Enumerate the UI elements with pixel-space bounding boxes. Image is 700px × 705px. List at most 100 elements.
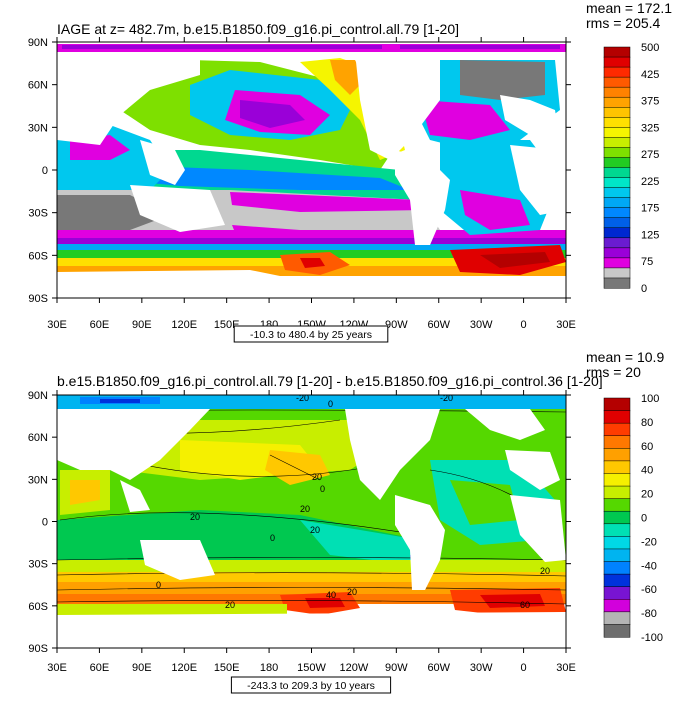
lon-tick-label: 90W	[385, 662, 408, 674]
lon-tick-label: 90E	[132, 662, 152, 674]
colorbar-swatch	[603, 137, 631, 148]
lon-tick-label: 0	[521, 662, 527, 674]
lat-tick-label: 60S	[28, 250, 48, 262]
contour-label: 20	[312, 472, 322, 482]
lat-tick-label: 90S	[28, 293, 48, 305]
colorbar-swatch	[603, 227, 631, 239]
range-label: -243.3 to 209.3 by 10 years	[247, 680, 375, 692]
colorbars: 500 425 375 325 275 225 175 125 75 0 100 80 60 40 20 0 -…	[603, 42, 663, 644]
lon-tick-label: 150E	[214, 662, 240, 674]
contour-label: 0	[270, 533, 275, 543]
colorbar-label: -60	[641, 584, 657, 596]
lon-tick-label: 30W	[470, 662, 493, 674]
colorbar-swatch	[603, 586, 631, 600]
map-field	[57, 42, 566, 298]
colorbar-swatch	[603, 548, 631, 563]
lon-tick-label: 0	[521, 319, 527, 331]
colorbar-swatch	[603, 485, 631, 500]
colorbar-swatch	[603, 536, 631, 550]
colorbar-label: 275	[641, 149, 659, 161]
lon-tick-label: 150E	[214, 319, 240, 331]
colorbar-swatch	[603, 107, 631, 118]
lon-tick-label: 30E	[47, 662, 67, 674]
colorbar-swatch	[603, 624, 631, 638]
colorbar-swatch	[603, 127, 631, 138]
lon-tick-label: 30E	[556, 319, 576, 331]
range-label-box	[233, 325, 389, 343]
lat-tick-label: 90N	[28, 37, 48, 49]
lon-tick-label: 60W	[427, 662, 450, 674]
colorbar-swatch	[603, 177, 631, 189]
colorbar-label: 225	[641, 176, 659, 188]
rms-stat: rms = 20	[586, 364, 641, 380]
colorbar-label: 500	[641, 42, 659, 54]
colorbar-swatch	[603, 66, 631, 78]
colorbar-swatch	[603, 435, 631, 449]
contour-label: 0	[156, 580, 161, 590]
map-field	[57, 395, 566, 648]
colorbar-swatch	[603, 46, 631, 58]
lat-tick-label: 90N	[28, 390, 48, 402]
lat-tick-label: 60N	[28, 432, 48, 444]
colorbar-swatch	[603, 599, 631, 613]
colorbar-swatch	[603, 523, 631, 537]
contour-label: 20	[225, 600, 235, 610]
panel-bottom: b.e15.B1850.f09_g16.pi_control.all.79 [1…	[56, 349, 664, 649]
colorbar-swatch	[603, 96, 631, 108]
colorbar-swatch	[603, 217, 631, 229]
lon-tick-label: 30E	[47, 319, 67, 331]
colorbar-label: 20	[641, 489, 653, 501]
colorbar-label: 0	[641, 283, 647, 295]
range-label: -10.3 to 480.4 by 25 years	[250, 329, 372, 341]
contour-label: 60	[520, 600, 530, 610]
colorbar-swatch	[603, 448, 631, 462]
colorbar-swatch	[603, 76, 631, 88]
lon-tick-label: 150W	[297, 662, 326, 674]
lon-tick-label: 120E	[171, 319, 197, 331]
colorbar-label: -40	[641, 560, 657, 572]
colorbar-swatch	[603, 510, 631, 525]
colorbar-label: 60	[641, 441, 653, 453]
colorbar-swatch	[603, 56, 631, 68]
colorbar-swatch	[603, 257, 631, 269]
colorbar-swatch	[603, 611, 631, 625]
colorbar-swatch	[603, 187, 631, 199]
contour-label: 20	[300, 504, 310, 514]
lon-tick-label: 60W	[427, 319, 450, 331]
contour-labels: -20 0 -20 20 0 20 20 0 20 0 20 40 20 60 …	[156, 393, 550, 610]
colorbar-label: 100	[641, 393, 659, 405]
colorbar-swatch	[603, 197, 631, 209]
colorbar-swatch	[603, 86, 631, 98]
colorbar-swatch	[603, 207, 631, 219]
lon-tick-label: 60E	[90, 319, 110, 331]
lon-tick-label: 120E	[171, 662, 197, 674]
panel-top: IAGE at z= 482.7m, b.e15.B1850.f09_g16.p…	[56, 0, 672, 299]
lon-tick-label: 180	[260, 662, 278, 674]
colorbar-label: 375	[641, 96, 659, 108]
mean-stat: mean = 172.1	[586, 0, 672, 16]
colorbar-swatch	[603, 237, 631, 249]
colorbar-swatch	[603, 117, 631, 128]
panel-title: IAGE at z= 482.7m, b.e15.B1850.f09_g16.p…	[57, 21, 459, 37]
colorbar-label: 175	[641, 203, 659, 215]
colorbar-swatch	[603, 498, 631, 512]
lon-tick-label: 120W	[340, 662, 369, 674]
lat-tick-label: 0	[42, 165, 48, 177]
contour-label: 20	[347, 587, 357, 597]
colorbar-swatch	[603, 573, 631, 588]
mean-stat: mean = 10.9	[586, 349, 664, 365]
lon-tick-label: 90E	[132, 319, 152, 331]
colorbar-label: 0	[641, 513, 647, 525]
colorbar-swatch	[603, 147, 631, 159]
contour-label: 20	[310, 525, 320, 535]
colorbar-label: 80	[641, 417, 653, 429]
axes: 90N 60N 30N 0 30S 60S 90S 30E 60E 90E 120E 150E 180 1…	[28, 37, 576, 694]
colorbar-swatch	[603, 247, 631, 259]
contour-label: -20	[440, 393, 453, 403]
contour-label: 40	[326, 590, 336, 600]
colorbar-label: 425	[641, 69, 659, 81]
contour-label: 0	[320, 484, 325, 494]
colorbar-swatch	[603, 460, 631, 475]
range-label-box	[230, 676, 392, 694]
